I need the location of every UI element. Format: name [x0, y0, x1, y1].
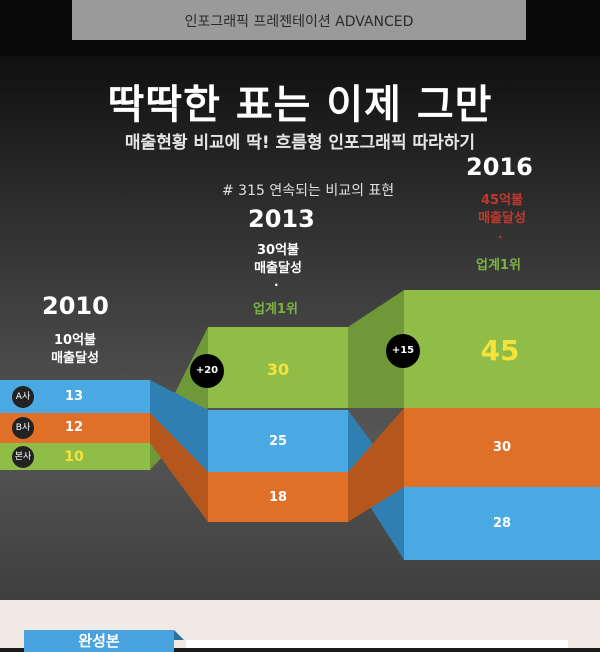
rank-2013: 업계1위 [253, 302, 298, 317]
value-2016-a: 28 [492, 516, 512, 531]
bar-2013-a [208, 410, 348, 472]
badge-b: B사 [12, 417, 34, 439]
value-2013-self: 30 [266, 360, 290, 379]
year-2013: 2013 [248, 205, 315, 233]
connector-b-2013-2016 [348, 408, 404, 522]
completed-tab[interactable]: 완성본 [24, 630, 174, 652]
note-2016-line2: 매출달성 [478, 211, 526, 226]
bar-2016-a [404, 487, 600, 560]
badge-self: 본사 [12, 446, 34, 468]
note-2010-line1: 10억불 [53, 333, 96, 348]
hashtag: # 315 연속되는 비교의 표현 [222, 183, 395, 199]
value-2016-b: 30 [492, 440, 512, 455]
year-2010: 2010 [42, 292, 109, 320]
value-2010-self: 10 [64, 449, 84, 465]
top-bar: 인포그래픽 프레젠테이션 ADVANCED [0, 0, 600, 56]
bar-2013-self [208, 327, 348, 408]
bar-2016-b [404, 408, 600, 487]
connector-a-2010-2013 [150, 380, 208, 472]
headline: 딱딱한 표는 이제 그만 [107, 82, 493, 128]
dot-2013: · [274, 278, 279, 292]
content-strip [186, 640, 568, 648]
note-2013-line2: 매출달성 [254, 261, 302, 276]
connector-b-2010-2013 [150, 413, 208, 522]
growth-circle-2: +15 [386, 334, 420, 368]
subheadline: 매출현황 비교에 딱! 흐름형 인포그래픽 따라하기 [124, 133, 476, 153]
rank-2016: 업계1위 [476, 258, 521, 273]
year-2016: 2016 [466, 153, 533, 181]
tab-corner-decoration [174, 630, 184, 640]
value-2010-b: 12 [64, 420, 84, 435]
note-2013-line1: 30억불 [256, 243, 299, 258]
bottom-section: 완성본 [0, 600, 600, 652]
value-2016-self: 45 [480, 334, 520, 367]
badge-a: A사 [12, 386, 34, 408]
connector-self-2013-2016 [348, 290, 404, 408]
value-2010-a: 13 [64, 389, 84, 404]
top-label: 인포그래픽 프레젠테이션 ADVANCED [72, 0, 526, 40]
note-2016-line1: 45억불 [480, 193, 523, 208]
bar-2016-self [404, 290, 600, 408]
value-2013-a: 25 [268, 434, 288, 449]
dot-2016: · [498, 230, 503, 244]
bar-2013-b [208, 472, 348, 522]
growth-circle-1: +20 [190, 354, 224, 388]
value-2013-b: 18 [268, 490, 288, 505]
note-2010-line2: 매출달성 [51, 351, 99, 366]
